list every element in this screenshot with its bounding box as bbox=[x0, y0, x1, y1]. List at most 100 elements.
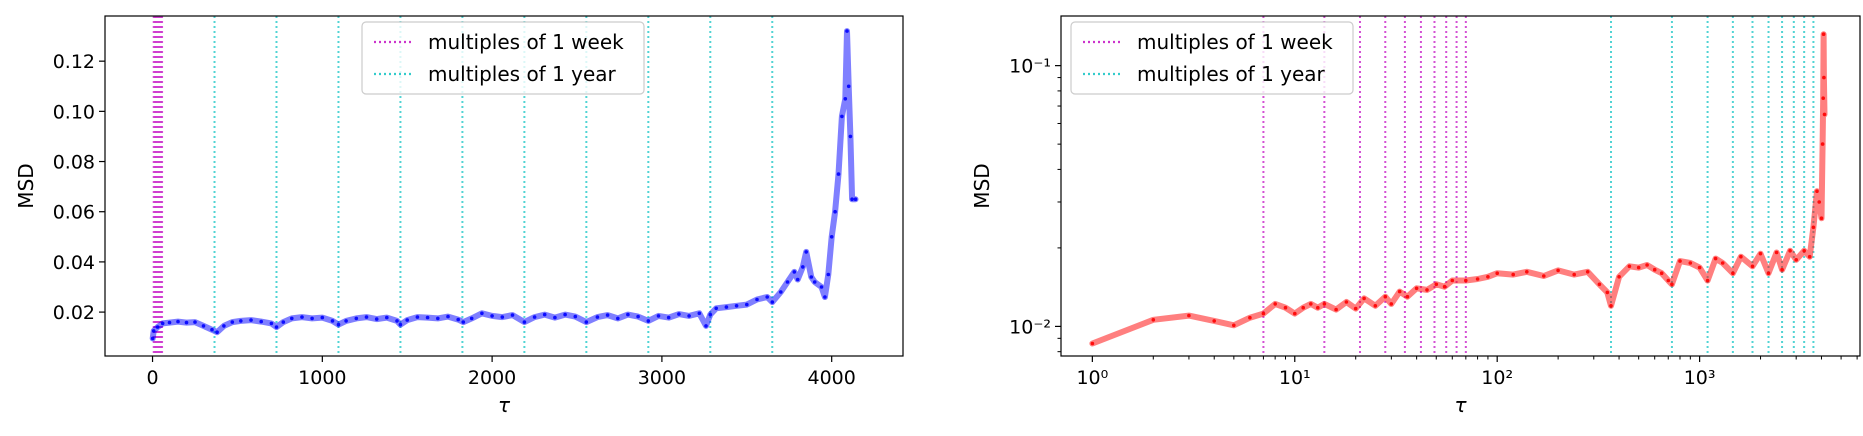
data-point bbox=[1705, 278, 1710, 283]
data-point bbox=[1542, 274, 1546, 278]
data-point bbox=[1442, 284, 1447, 289]
data-point bbox=[446, 314, 450, 319]
right-legend-year-label: multiples of 1 year bbox=[1137, 62, 1326, 86]
left-x-axis-label: τ bbox=[498, 393, 511, 417]
data-point bbox=[812, 280, 817, 284]
right-axes-frame bbox=[1060, 15, 1861, 357]
y-tick-label: 0.06 bbox=[53, 202, 95, 224]
data-point bbox=[1617, 275, 1621, 279]
data-point bbox=[1511, 272, 1515, 277]
data-point bbox=[1815, 189, 1819, 193]
data-point bbox=[605, 313, 610, 317]
data-point bbox=[1151, 318, 1156, 322]
data-point bbox=[833, 209, 837, 214]
data-point bbox=[1556, 268, 1560, 273]
data-point bbox=[1822, 112, 1827, 117]
x-tick-label: 1000 bbox=[298, 367, 346, 389]
data-point bbox=[522, 320, 527, 324]
data-point bbox=[1248, 315, 1252, 320]
data-point bbox=[151, 329, 156, 333]
data-point bbox=[239, 319, 243, 323]
data-point bbox=[1383, 294, 1388, 299]
left-chart-panel: 0 1000 2000 3000 4000 0.020.040.060.080.100.… bbox=[14, 15, 904, 417]
data-point bbox=[290, 316, 294, 321]
data-point bbox=[490, 314, 494, 318]
data-point bbox=[274, 325, 279, 329]
data-point bbox=[1283, 305, 1288, 310]
data-point bbox=[785, 280, 790, 284]
data-point bbox=[779, 290, 783, 294]
data-point bbox=[160, 321, 165, 326]
data-point bbox=[1425, 288, 1429, 292]
data-point bbox=[1766, 271, 1771, 276]
data-point bbox=[573, 314, 578, 319]
data-point bbox=[563, 312, 567, 317]
data-point bbox=[666, 315, 671, 320]
right-legend: multiples of 1 week multiples of 1 year bbox=[1070, 21, 1354, 95]
data-point bbox=[1293, 311, 1297, 316]
data-point bbox=[1273, 302, 1277, 306]
data-point bbox=[210, 327, 214, 332]
data-point bbox=[1362, 296, 1366, 301]
data-point bbox=[1572, 272, 1576, 277]
data-point bbox=[843, 97, 848, 101]
data-point bbox=[809, 275, 814, 279]
data-point bbox=[845, 29, 849, 33]
data-point bbox=[734, 304, 739, 308]
data-point bbox=[765, 295, 769, 299]
data-point bbox=[1652, 267, 1657, 272]
data-point bbox=[840, 114, 844, 119]
data-point bbox=[656, 314, 661, 318]
data-point bbox=[510, 313, 515, 317]
data-point bbox=[201, 324, 206, 328]
data-point bbox=[269, 321, 274, 326]
data-point bbox=[1322, 302, 1327, 306]
data-point bbox=[1666, 278, 1671, 283]
data-point bbox=[636, 314, 640, 319]
data-point bbox=[344, 319, 348, 323]
data-point bbox=[1817, 200, 1821, 204]
data-point bbox=[1636, 265, 1641, 270]
data-point bbox=[230, 320, 235, 324]
data-point bbox=[259, 319, 264, 324]
data-point bbox=[480, 311, 484, 316]
data-point bbox=[616, 316, 620, 321]
data-point bbox=[1739, 254, 1743, 259]
data-point bbox=[1475, 277, 1480, 281]
data-point bbox=[745, 302, 749, 307]
x-tick-label: 3000 bbox=[638, 367, 686, 389]
data-point bbox=[1627, 264, 1632, 269]
right-year-lines bbox=[1610, 16, 1815, 356]
data-point bbox=[1609, 304, 1613, 308]
data-point bbox=[1807, 254, 1812, 259]
data-point bbox=[1697, 265, 1702, 270]
data-point bbox=[584, 320, 589, 324]
data-point bbox=[542, 312, 547, 317]
data-point bbox=[300, 315, 304, 319]
data-point bbox=[823, 295, 827, 299]
y-tick-label: 10⁻² bbox=[1009, 316, 1051, 338]
data-point bbox=[395, 319, 399, 323]
data-point bbox=[1397, 289, 1402, 294]
data-point bbox=[1720, 261, 1725, 265]
data-point bbox=[193, 320, 197, 324]
data-point bbox=[215, 330, 219, 335]
right-legend-week-label: multiples of 1 week bbox=[1137, 30, 1333, 54]
data-point bbox=[176, 319, 180, 324]
data-point bbox=[405, 318, 410, 322]
data-point bbox=[374, 317, 379, 321]
y-tick-label: 10⁻¹ bbox=[1009, 56, 1051, 78]
data-point bbox=[819, 285, 824, 289]
data-point bbox=[755, 297, 759, 302]
data-point bbox=[1525, 270, 1529, 274]
data-point bbox=[850, 197, 854, 201]
data-point bbox=[1450, 278, 1455, 283]
data-point bbox=[1750, 264, 1755, 269]
data-point bbox=[222, 324, 226, 328]
data-point bbox=[704, 324, 708, 328]
data-point bbox=[1373, 304, 1378, 308]
data-point bbox=[677, 312, 681, 316]
right-chart-panel: 10⁰ 10¹ 10² 10³ 10⁻² 10⁻¹ τ MSD multiples of… bbox=[970, 15, 1861, 417]
data-point bbox=[792, 270, 797, 274]
data-point bbox=[1794, 258, 1798, 262]
